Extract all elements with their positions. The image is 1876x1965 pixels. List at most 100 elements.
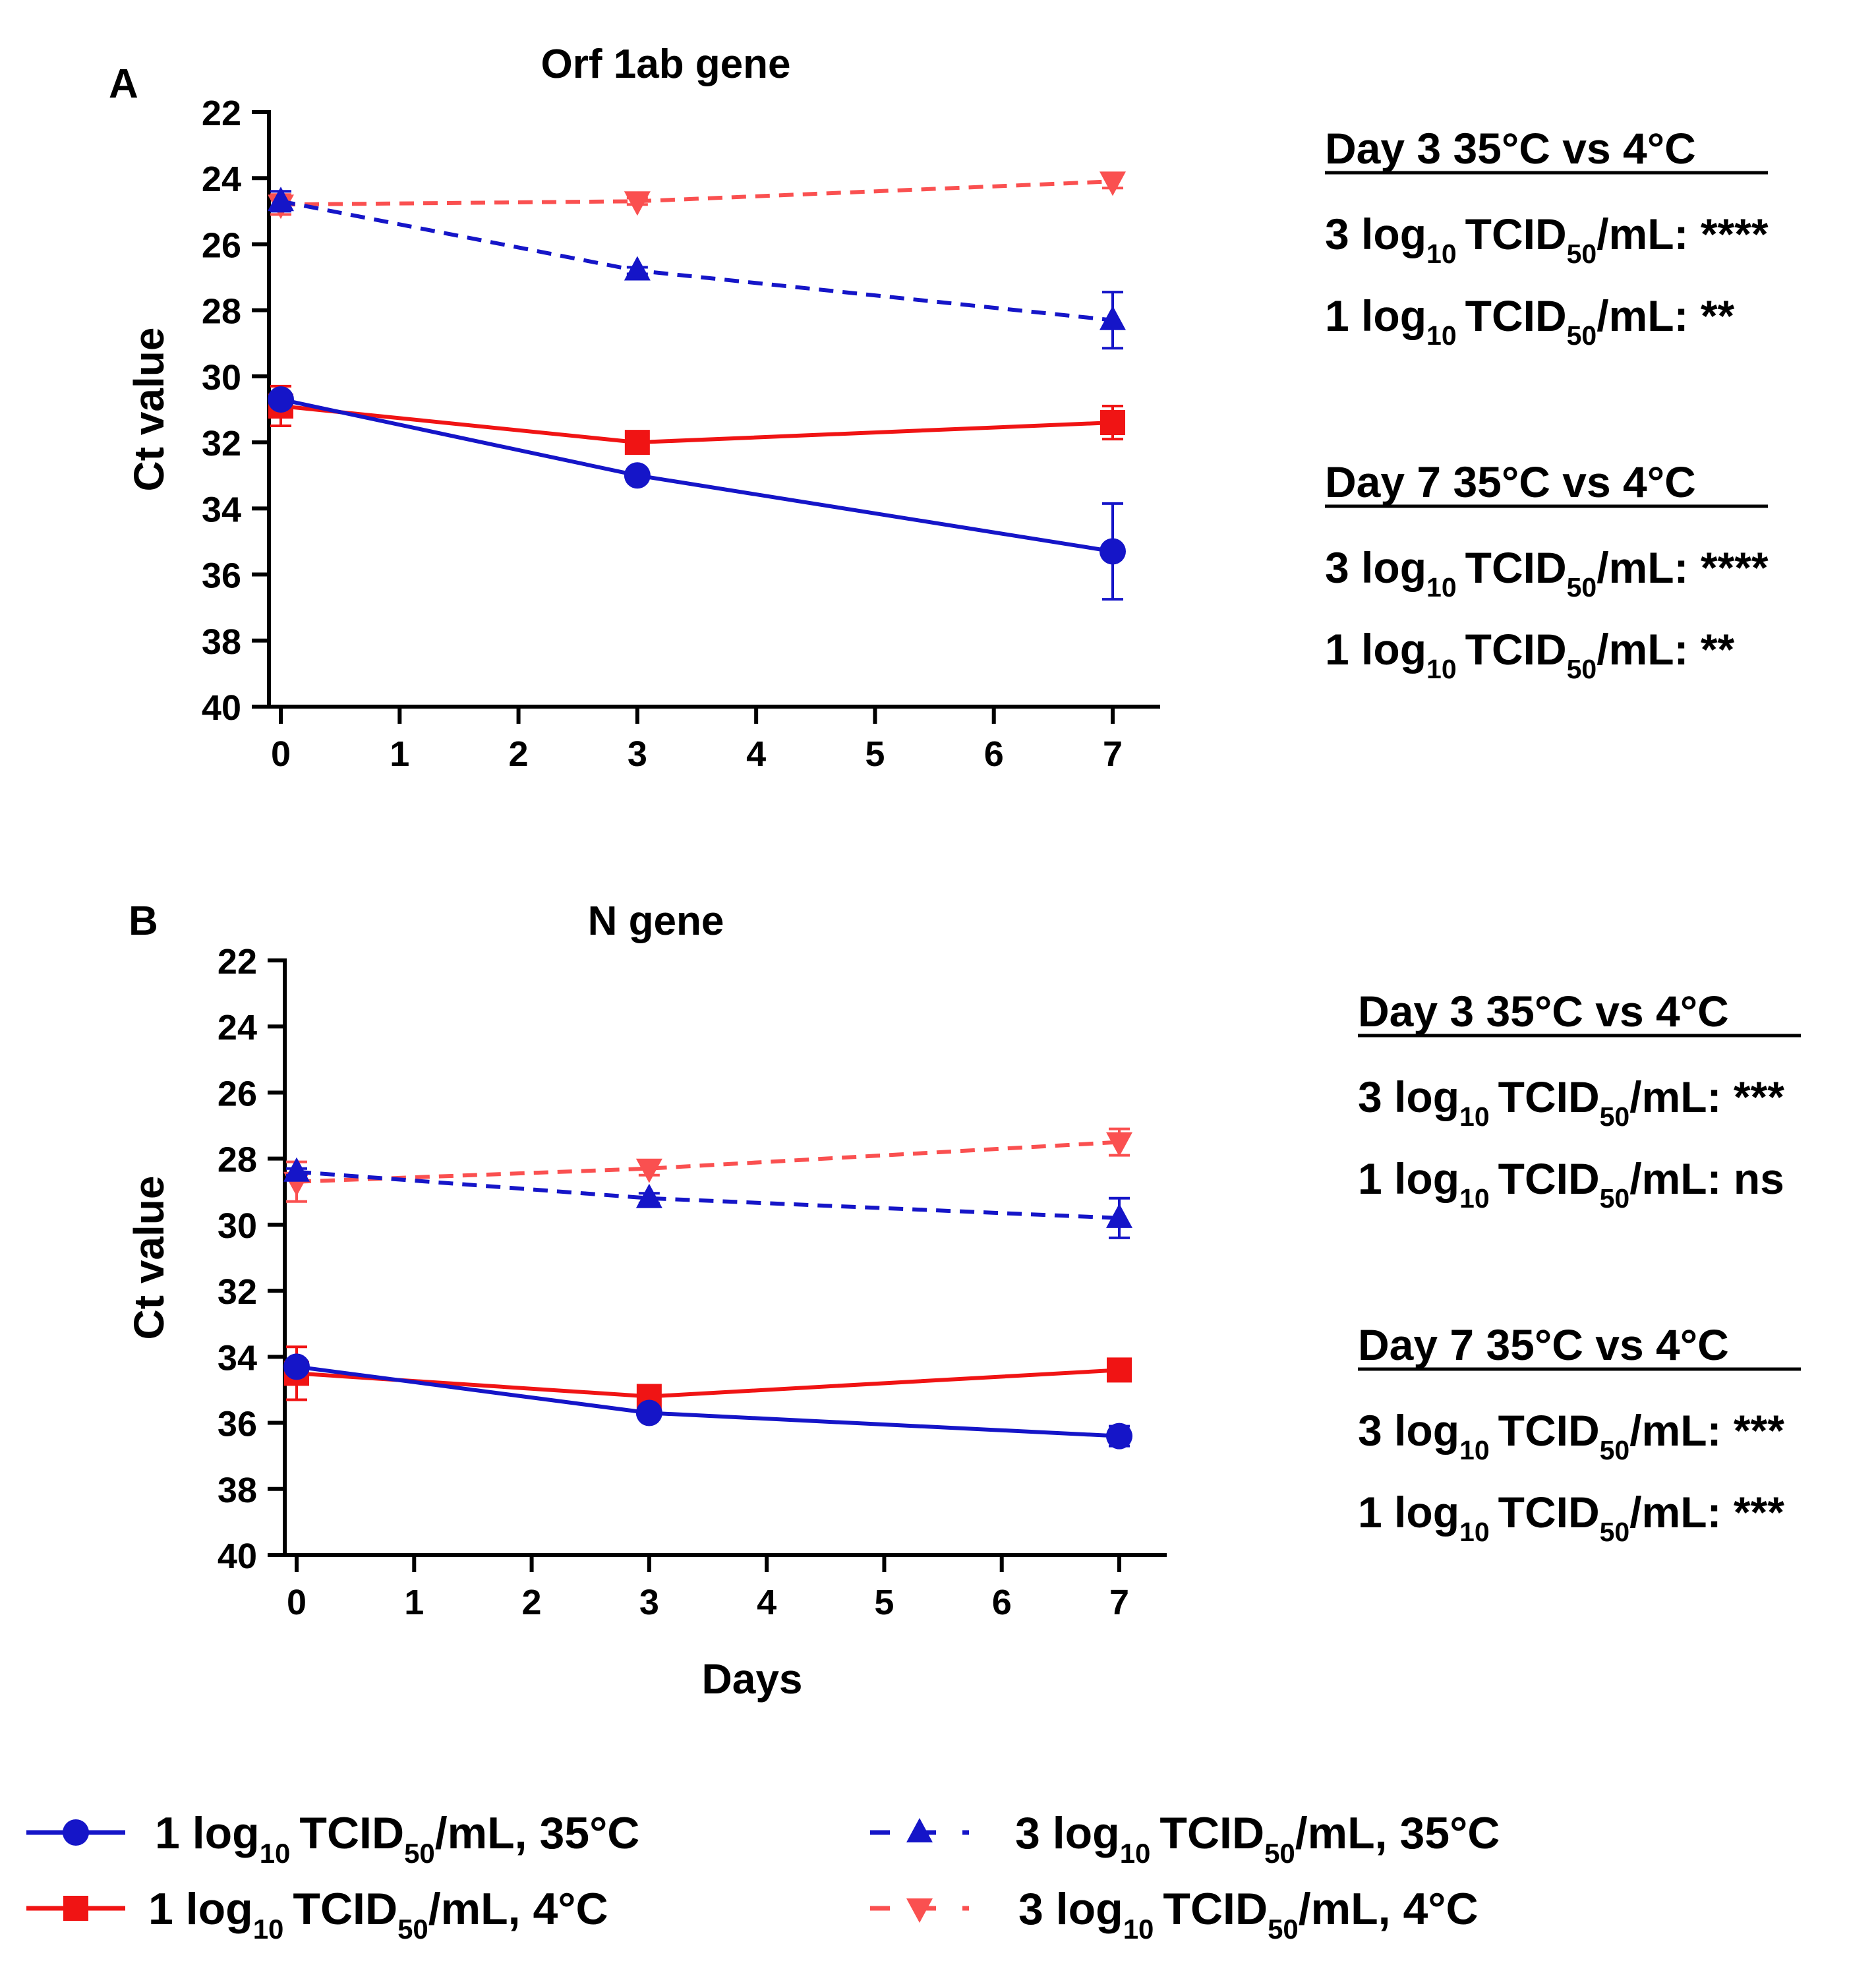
y-tick-label: 22 <box>202 94 241 133</box>
data-point <box>1106 1203 1132 1228</box>
stats-heading: Day 3 35°C vs 4°C <box>1358 987 1729 1036</box>
series <box>268 384 1125 455</box>
legend-label-part: 10 <box>1120 1838 1151 1869</box>
stats-row-part: TCID <box>1465 291 1567 340</box>
stats-row-part: 10 <box>1426 320 1457 351</box>
stats-row-part: 10 <box>1459 1517 1490 1547</box>
x-tick-label: 0 <box>287 1583 307 1622</box>
y-tick-label: 38 <box>202 622 241 662</box>
series <box>268 187 1126 350</box>
y-tick-label: 28 <box>202 292 241 332</box>
legend-label-part: 1 log <box>148 1884 253 1934</box>
stats-row-part: 1 log <box>1325 291 1426 340</box>
data-point <box>624 191 651 216</box>
stats-row-part: TCID <box>1498 1072 1600 1121</box>
stats-row-part: 50 <box>1567 320 1597 351</box>
legend-swatch-marker <box>63 1896 88 1921</box>
data-point <box>268 386 294 413</box>
y-tick-label: 32 <box>218 1272 257 1312</box>
chart-title: Orf 1ab gene <box>541 42 791 87</box>
legend-label: 1 log10 TCID50/mL, 35°C <box>155 1808 639 1869</box>
legend-item: 1 log10 TCID50/mL, 35°C <box>26 1808 639 1869</box>
stats-row-part: /mL: ns <box>1629 1154 1784 1203</box>
legend-label: 3 log10 TCID50/mL, 4°C <box>1018 1884 1479 1945</box>
series <box>268 386 1126 601</box>
data-point <box>624 430 650 455</box>
x-tick-label: 4 <box>746 734 766 774</box>
stats-row-part: /mL: ** <box>1597 291 1734 340</box>
data-point <box>1106 1422 1132 1450</box>
stats-heading: Day 3 35°C vs 4°C <box>1325 124 1696 173</box>
y-tick-label: 32 <box>202 424 241 463</box>
data-point <box>1099 538 1126 565</box>
data-point <box>1100 410 1125 436</box>
series-line <box>280 179 1113 207</box>
panel-label: A <box>109 61 138 107</box>
legend-label-part: 3 log <box>1018 1884 1123 1934</box>
stats-row-part: /mL: *** <box>1629 1406 1784 1455</box>
legend-label-part: 50 <box>1264 1838 1295 1869</box>
legend-swatch-marker <box>906 1898 933 1923</box>
y-tick-label: 28 <box>218 1140 257 1180</box>
legend-label-part: /mL, 35°C <box>1295 1808 1500 1858</box>
stats-row-part: 1 log <box>1358 1154 1459 1203</box>
x-tick-label: 2 <box>509 734 529 774</box>
stats-row-part: 50 <box>1567 239 1597 269</box>
legend-label-part: 1 log <box>155 1808 260 1858</box>
legend-label-part: /mL, 35°C <box>435 1808 640 1858</box>
stats-row: 1 log10 TCID50/mL: ns <box>1358 1154 1784 1214</box>
y-tick-label: 36 <box>202 556 241 596</box>
x-tick-label: 1 <box>404 1583 424 1622</box>
stats-row-part: /mL: *** <box>1629 1072 1784 1121</box>
stats-row: 3 log10 TCID50/mL: **** <box>1325 210 1769 269</box>
stats-row: 1 log10 TCID50/mL: ** <box>1325 291 1735 351</box>
x-tick-label: 7 <box>1109 1583 1129 1622</box>
legend-label-part: 10 <box>260 1838 291 1869</box>
y-tick-label: 38 <box>218 1471 257 1510</box>
data-point <box>1099 305 1126 330</box>
stats-row-part: 3 log <box>1325 543 1426 592</box>
series <box>268 171 1126 220</box>
y-tick-label: 30 <box>218 1206 257 1246</box>
legend-swatch-marker <box>63 1819 89 1846</box>
legend: 1 log10 TCID50/mL, 35°C1 log10 TCID50/mL, … <box>26 1808 1500 1945</box>
series-line <box>296 1169 1120 1220</box>
stats-row-part: 10 <box>1426 239 1457 269</box>
stats-heading: Day 7 35°C vs 4°C <box>1358 1320 1729 1369</box>
stats-row-part: /mL: **** <box>1597 543 1769 592</box>
y-tick-label: 40 <box>218 1537 257 1576</box>
y-tick-label: 24 <box>218 1008 257 1047</box>
legend-swatch-marker <box>906 1818 933 1842</box>
x-tick-label: 3 <box>639 1583 659 1622</box>
panel-label: B <box>129 898 158 944</box>
x-tick-label: 5 <box>874 1583 894 1622</box>
y-tick-label: 26 <box>202 225 241 265</box>
y-tick-label: 34 <box>218 1338 257 1378</box>
data-point <box>1107 1357 1132 1383</box>
series <box>283 1157 1132 1239</box>
series <box>283 1127 1132 1203</box>
x-tick-label: 3 <box>628 734 647 774</box>
y-tick-label: 26 <box>218 1074 257 1113</box>
legend-label-part: 50 <box>404 1838 435 1869</box>
stats-annotations: Day 3 35°C vs 4°C3 log10 TCID50/mL: ***1 … <box>1358 987 1801 1547</box>
data-point <box>283 1157 310 1182</box>
y-axis-label: Ct value <box>125 328 173 492</box>
stats-heading: Day 7 35°C vs 4°C <box>1325 457 1696 506</box>
stats-row-part: TCID <box>1498 1488 1600 1537</box>
stats-row-part: 3 log <box>1325 210 1426 258</box>
stats-row-part: 10 <box>1459 1435 1490 1465</box>
data-point <box>1099 171 1126 196</box>
x-tick-label: 6 <box>984 734 1004 774</box>
stats-row-part: 50 <box>1567 572 1597 602</box>
series-line <box>280 199 1113 322</box>
stats-row-part: 50 <box>1567 654 1597 684</box>
legend-label-part: 50 <box>1268 1914 1299 1945</box>
data-point <box>1106 1132 1132 1157</box>
y-tick-label: 36 <box>218 1405 257 1444</box>
stats-row-part: 50 <box>1600 1101 1630 1132</box>
data-point <box>283 1353 310 1380</box>
data-point <box>268 187 294 212</box>
legend-label-part: TCID <box>1159 1808 1264 1858</box>
